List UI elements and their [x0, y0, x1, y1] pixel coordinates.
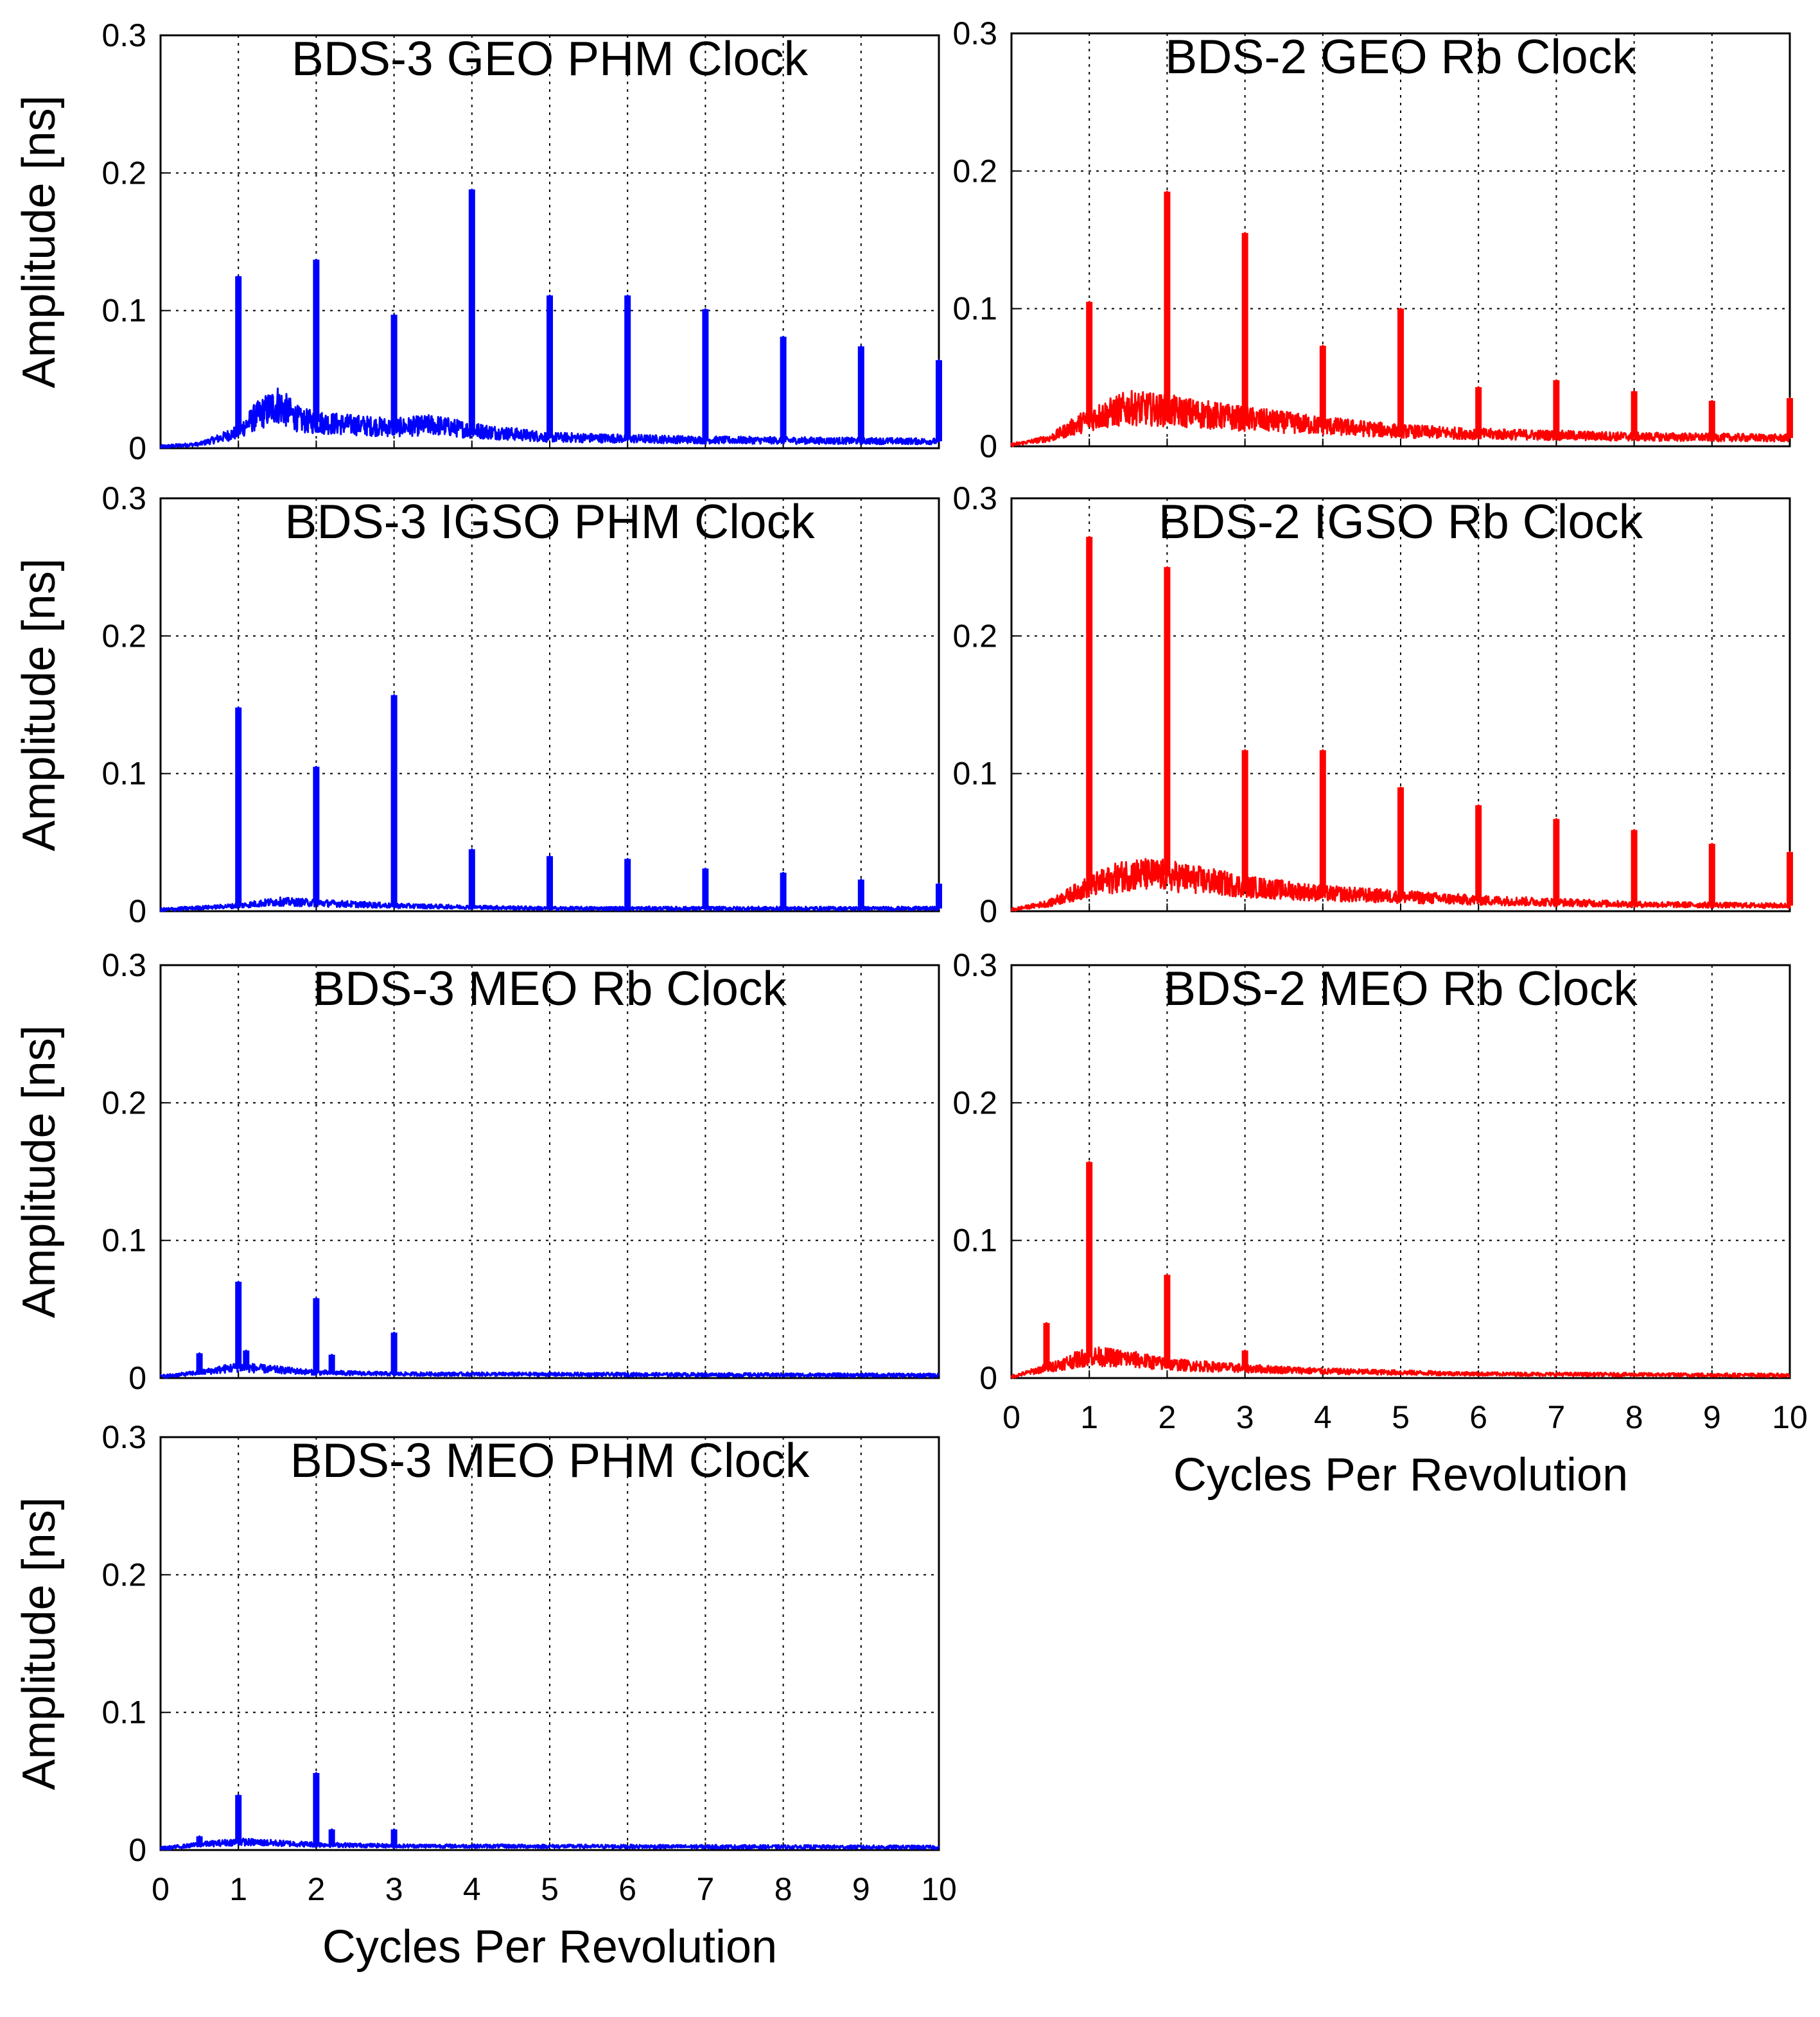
- panel-5: 0 0.1 0.2 0.3 BDS-3 MEO Rb Clock Amplitude [n…: [13, 947, 940, 1396]
- y-tick-label: 0.3: [101, 1419, 146, 1455]
- y-tick-label: 0: [128, 893, 146, 929]
- y-tick-label: 0: [128, 1832, 146, 1868]
- x-tick-label: 10: [921, 1871, 957, 1907]
- panel-6: 0 0.1 0.2 0.3 BDS-2 MEO Rb Clock 0 1 2 3 4 5 6 7 8 9 10…: [952, 947, 1807, 1501]
- panel-title: BDS-2 GEO Rb Clock: [1165, 30, 1636, 83]
- x-tick-label: 4: [1314, 1399, 1332, 1435]
- y-axis-label: Amplitude [ns]: [13, 1025, 65, 1318]
- spectrum-line: [1010, 191, 1791, 448]
- plot-frame: [1010, 964, 1791, 1379]
- x-tick-label: 0: [152, 1871, 170, 1907]
- x-tick-label: 1: [229, 1871, 247, 1907]
- x-tick-label: 0: [1002, 1399, 1020, 1435]
- y-tick-label: 0.1: [101, 293, 146, 329]
- y-tick-label: 0.1: [952, 1223, 997, 1259]
- y-tick-label: 0.2: [101, 618, 146, 654]
- y-tick-label: 0.2: [101, 1557, 146, 1593]
- x-tick-label: 4: [463, 1871, 481, 1907]
- y-axis-label: Amplitude [ns]: [13, 1497, 65, 1790]
- x-tick-label: 7: [1547, 1399, 1565, 1435]
- y-axis-label: Amplitude [ns]: [13, 558, 65, 851]
- x-tick-label: 9: [852, 1871, 870, 1907]
- y-tick-label: 0.3: [101, 17, 146, 53]
- spectrum-line: [159, 1280, 940, 1379]
- y-tick-label: 0: [128, 430, 146, 466]
- x-tick-label: 2: [307, 1871, 325, 1907]
- panel-title: BDS-3 GEO PHM Clock: [292, 31, 809, 85]
- x-tick-label: 3: [1236, 1399, 1254, 1435]
- y-axis-label: Amplitude [ns]: [13, 95, 65, 388]
- panel-3: 0 0.1 0.2 0.3 BDS-3 IGSO PHM Clock Amplitude …: [13, 480, 942, 929]
- y-tick-label: 0.3: [101, 480, 146, 516]
- y-tick-label: 0.2: [101, 1085, 146, 1121]
- panel-title: BDS-3 MEO Rb Clock: [313, 961, 787, 1015]
- panel-2: 0 0.1 0.2 0.3 BDS-2 GEO Rb Clock: [952, 15, 1793, 464]
- x-tick-label: 6: [618, 1871, 636, 1907]
- x-tick-label: 1: [1080, 1399, 1098, 1435]
- y-tick-label: 0.2: [101, 155, 146, 191]
- spectrum-line: [159, 188, 940, 449]
- y-tick-label: 0.2: [952, 153, 997, 189]
- y-tick-label: 0: [979, 893, 997, 929]
- y-tick-label: 0.1: [101, 1223, 146, 1259]
- y-tick-label: 0.3: [101, 947, 146, 983]
- plot-frame: [159, 1436, 940, 1851]
- panel-4: 0 0.1 0.2 0.3 BDS-2 IGSO Rb Clock: [952, 480, 1793, 929]
- x-axis-label: Cycles Per Revolution: [1173, 1449, 1628, 1501]
- y-tick-label: 0: [979, 428, 997, 464]
- panel-title: BDS-2 IGSO Rb Clock: [1159, 494, 1643, 548]
- x-tick-label: 8: [774, 1871, 792, 1907]
- y-tick-label: 0.2: [952, 1085, 997, 1121]
- x-tick-label: 7: [696, 1871, 714, 1907]
- panel-title: BDS-3 MEO PHM Clock: [290, 1433, 810, 1487]
- spectrum-line: [159, 1772, 940, 1851]
- x-tick-label: 2: [1158, 1399, 1176, 1435]
- panel-title: BDS-3 IGSO PHM Clock: [284, 494, 815, 548]
- y-tick-label: 0.3: [952, 15, 997, 51]
- spectrum-line: [1010, 1161, 1790, 1379]
- plot-frame: [159, 497, 940, 912]
- x-tick-label: 5: [1392, 1399, 1410, 1435]
- x-tick-label: 6: [1469, 1399, 1487, 1435]
- panel-1: 0 0.1 0.2 0.3 BDS-3 GEO PHM Clock Amplitude […: [13, 17, 942, 466]
- spectrum-line: [1010, 536, 1791, 912]
- x-axis-label: Cycles Per Revolution: [322, 1921, 777, 1973]
- y-tick-label: 0.2: [952, 618, 997, 654]
- y-tick-label: 0: [979, 1360, 997, 1396]
- x-tick-label: 3: [385, 1871, 403, 1907]
- panel-title: BDS-2 MEO Rb Clock: [1164, 961, 1638, 1015]
- y-tick-label: 0.1: [101, 1695, 146, 1731]
- y-tick-label: 0.1: [952, 291, 997, 327]
- y-tick-label: 0.3: [952, 947, 997, 983]
- y-tick-label: 0.3: [952, 480, 997, 516]
- panel-7: 0 0.1 0.2 0.3 BDS-3 MEO PHM Clock Amplitude […: [13, 1419, 957, 1973]
- x-tick-label: 8: [1625, 1399, 1643, 1435]
- x-tick-label: 9: [1703, 1399, 1721, 1435]
- y-tick-label: 0.1: [952, 756, 997, 792]
- y-tick-label: 0: [128, 1360, 146, 1396]
- x-tick-label: 10: [1772, 1399, 1808, 1435]
- y-tick-label: 0.1: [101, 756, 146, 792]
- x-tick-label: 5: [541, 1871, 559, 1907]
- plot-frame: [159, 964, 940, 1379]
